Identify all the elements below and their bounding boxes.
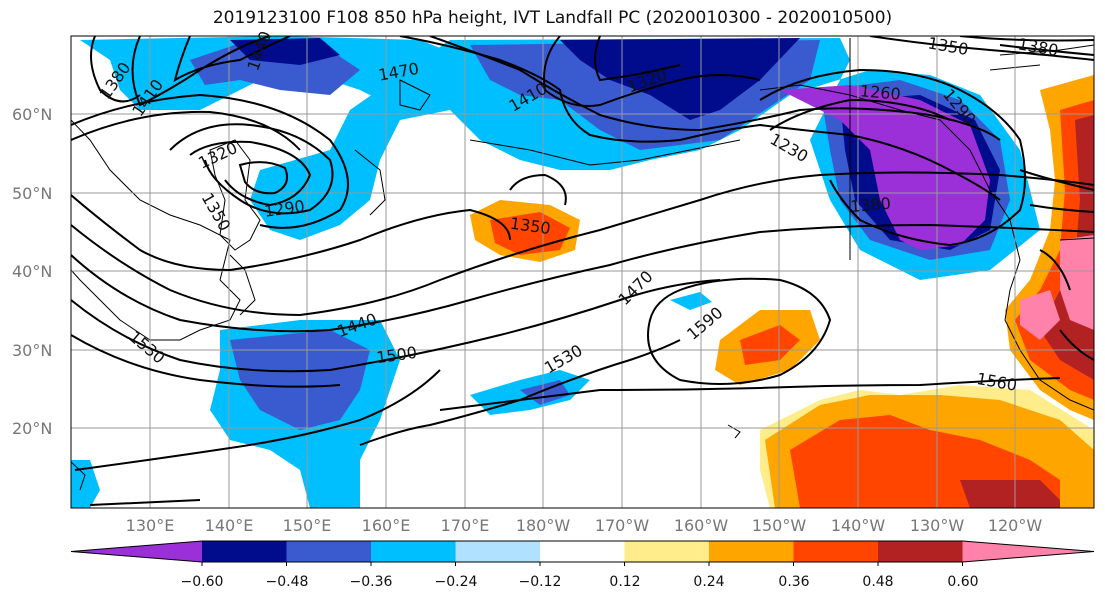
lon-label: 140°E <box>205 516 254 535</box>
lat-label: 30°N <box>12 341 52 360</box>
colorbar-segment <box>286 541 372 562</box>
lon-label: 130°E <box>126 516 175 535</box>
height-contours <box>71 36 1094 506</box>
lon-label: 120°W <box>988 516 1043 535</box>
colorbar-segment <box>455 541 541 562</box>
colorbar-tick-label: 0.12 <box>609 574 640 590</box>
ivt-positive-shading <box>470 75 1094 508</box>
colorbar-segment <box>624 541 710 562</box>
colorbar-segment <box>793 541 879 562</box>
lon-label: 160°E <box>362 516 411 535</box>
colorbar-tick-label: 0.60 <box>947 574 978 590</box>
colorbar-extend-high <box>962 541 1094 562</box>
map-title: 2019123100 F108 850 hPa height, IVT Land… <box>212 8 893 28</box>
map-plot-area <box>71 36 1094 508</box>
contour-label: 1260 <box>859 81 901 103</box>
colorbar-segment <box>709 541 794 562</box>
lon-label: 160°W <box>674 516 729 535</box>
lat-label: 50°N <box>12 184 52 203</box>
colorbar-tick-label: −0.12 <box>519 574 562 590</box>
lon-label: 130°W <box>910 516 965 535</box>
lon-label: 150°W <box>752 516 807 535</box>
ivt-negative-shading <box>71 36 1040 508</box>
lon-label: 150°E <box>283 516 332 535</box>
contour-label: 1380 <box>849 194 891 216</box>
colorbar <box>70 540 1095 566</box>
colorbar-tick-labels: −0.60 −0.48 −0.36 −0.24 −0.12 0.12 0.24 … <box>181 574 979 590</box>
colorbar-tick-label: −0.60 <box>181 574 224 590</box>
colorbar-tick-label: −0.24 <box>435 574 478 590</box>
lon-label: 170°E <box>441 516 490 535</box>
colorbar-tick-label: 0.36 <box>778 574 809 590</box>
colorbar-tick-label: 0.48 <box>862 574 893 590</box>
lon-label: 170°W <box>595 516 650 535</box>
lat-label: 60°N <box>12 105 52 124</box>
colorbar-segment <box>371 541 456 562</box>
lat-label: 20°N <box>12 419 52 438</box>
latitude-labels: 60°N 50°N 40°N 30°N 20°N <box>12 105 52 438</box>
colorbar-tick-label: −0.48 <box>266 574 309 590</box>
plot-frame <box>70 35 1095 509</box>
colorbar-segment <box>878 541 963 562</box>
longitude-labels: 130°E 140°E 150°E 160°E 170°E 180°W 170°… <box>126 516 1043 535</box>
lon-label: 180°W <box>516 516 571 535</box>
lon-label: 140°W <box>831 516 886 535</box>
lat-label: 40°N <box>12 262 52 281</box>
colorbar-extend-low <box>71 541 202 562</box>
colorbar-tick-label: 0.24 <box>693 574 724 590</box>
colorbar-tick-label: −0.36 <box>350 574 393 590</box>
colorbar-segment <box>540 541 625 562</box>
colorbar-segment <box>202 541 287 562</box>
